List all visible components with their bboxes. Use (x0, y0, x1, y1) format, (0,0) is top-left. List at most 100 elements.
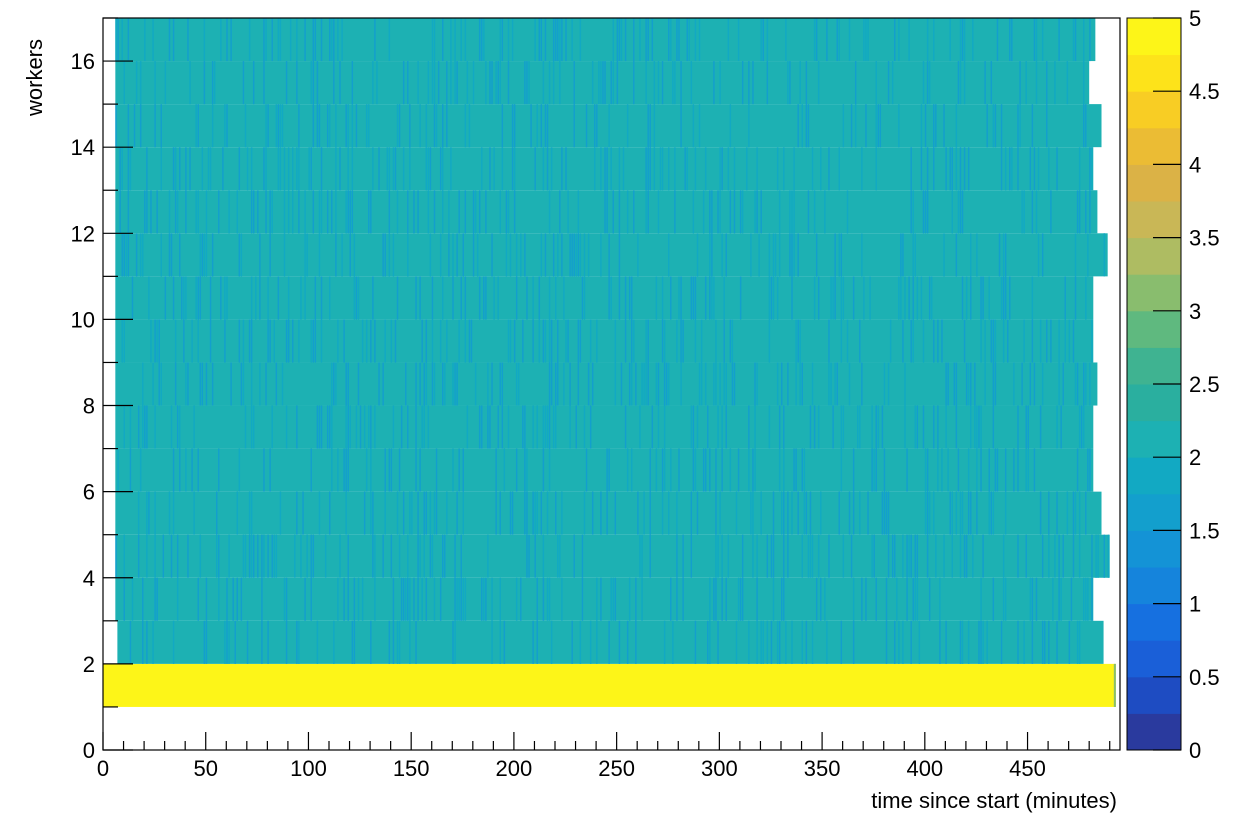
heatmap-cell (452, 362, 454, 406)
heatmap-cell (160, 104, 162, 148)
heatmap-cell (499, 61, 501, 105)
heatmap-cell (877, 405, 880, 449)
heatmap-cell (439, 577, 442, 621)
y-tick-label: 16 (71, 49, 95, 74)
heatmap-cell (487, 405, 489, 449)
heatmap-cell (1078, 147, 1081, 191)
y-tick-label: 2 (83, 652, 95, 677)
heatmap-cell (415, 362, 417, 406)
heatmap-cell (974, 362, 976, 406)
heatmap-cell (928, 61, 931, 105)
heatmap-cell (462, 491, 464, 535)
heatmap-cell (283, 190, 286, 234)
heatmap-cell (635, 577, 637, 621)
heatmap-cell (670, 448, 672, 492)
heatmap-cell (515, 448, 518, 492)
heatmap-cell (739, 276, 742, 320)
heatmap-cell (172, 448, 175, 492)
heatmap-cell (887, 491, 890, 535)
heatmap-cell (704, 147, 707, 191)
colorbar-swatch (1127, 347, 1181, 385)
heatmap-cell (908, 18, 910, 62)
heatmap-cell (589, 620, 592, 664)
heatmap-cell (353, 577, 356, 621)
heatmap-cell (407, 577, 409, 621)
heatmap-cell (242, 362, 245, 406)
heatmap-cell (370, 448, 372, 492)
heatmap-cell (329, 405, 331, 449)
heatmap-cell (739, 190, 742, 234)
heatmap-cell (838, 233, 840, 277)
heatmap-cell (1083, 577, 1085, 621)
heatmap-cell (1025, 405, 1027, 449)
heatmap-cell (1031, 190, 1034, 234)
heatmap-cell (123, 61, 125, 105)
heatmap-cell (507, 61, 510, 105)
heatmap-cell (394, 319, 397, 363)
heatmap-cell (454, 61, 456, 105)
heatmap-cell (655, 362, 658, 406)
heatmap-cell (491, 577, 493, 621)
heatmap-cell (1041, 620, 1044, 664)
heatmap-cell (179, 448, 181, 492)
heatmap-cell (575, 405, 577, 449)
heatmap-cell (807, 104, 810, 148)
heatmap-cell (842, 104, 845, 148)
heatmap-cell (581, 577, 584, 621)
heatmap-cell (865, 18, 867, 62)
heatmap-cell (481, 147, 483, 191)
heatmap-cell (945, 362, 947, 406)
heatmap-cell (528, 534, 530, 578)
heatmap-cell (955, 104, 958, 148)
heatmap-cell (589, 405, 592, 449)
heatmap-cell (550, 319, 553, 363)
heatmap-cell (941, 448, 943, 492)
heatmap-cell (711, 233, 713, 277)
heatmap-cell (407, 61, 409, 105)
heatmap-cell (248, 534, 251, 578)
heatmap-cell (117, 18, 119, 62)
heatmap-cell (439, 147, 442, 191)
heatmap-cell (442, 104, 444, 148)
heatmap-cell (692, 190, 695, 234)
heatmap-cell (875, 104, 877, 148)
heatmap-cell (456, 491, 458, 535)
heatmap-cell (635, 362, 637, 406)
heatmap-cell (709, 190, 711, 234)
heatmap-cell (1019, 104, 1021, 148)
heatmap-cell (154, 491, 156, 535)
x-tick-label: 350 (804, 756, 841, 781)
heatmap-cell (561, 18, 563, 62)
heatmap-cell (994, 104, 997, 148)
heatmap-cell (774, 233, 777, 277)
heatmap-cell (943, 534, 945, 578)
heatmap-cell (152, 620, 154, 664)
heatmap-cell (776, 147, 779, 191)
heatmap-cell (643, 491, 645, 535)
heatmap-cell (970, 405, 972, 449)
heatmap-cell (265, 18, 267, 62)
heatmap-cell (850, 104, 853, 148)
heatmap-cell (594, 104, 596, 148)
heatmap-cell (639, 405, 641, 449)
heatmap-cell (1002, 534, 1005, 578)
heatmap-cell (174, 362, 177, 406)
colorbar-tick-label: 2 (1189, 445, 1201, 470)
x-tick-label: 100 (290, 756, 327, 781)
heatmap-cell (121, 233, 123, 277)
heatmap-cell (559, 190, 561, 234)
heatmap-cell (318, 104, 321, 148)
heatmap-cell (481, 18, 483, 62)
heatmap-cell (460, 577, 462, 621)
heatmap-cell (649, 104, 651, 148)
heatmap-cell (797, 233, 799, 277)
heatmap-cell (579, 620, 582, 664)
heatmap-cell (310, 319, 312, 363)
heatmap-cell (976, 405, 978, 449)
heatmap-cell (817, 61, 820, 105)
heatmap-cell (370, 319, 372, 363)
heatmap-cell (694, 147, 697, 191)
y-tick-label: 8 (83, 394, 95, 419)
heatmap-cell (306, 233, 308, 277)
heatmap-cell (815, 18, 818, 62)
